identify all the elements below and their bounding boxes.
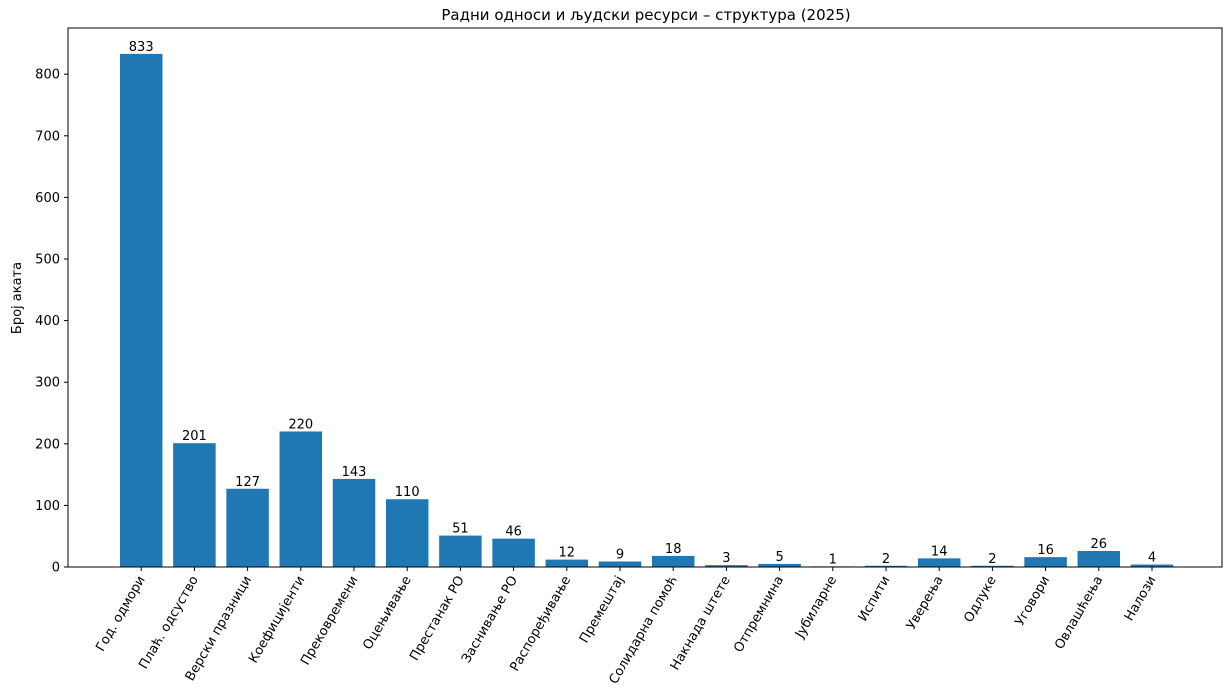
x-tick-label: Налози	[1122, 574, 1160, 624]
data-label: 9	[616, 547, 624, 562]
bar	[864, 565, 908, 567]
x-tick-label: Престанак РО	[407, 574, 468, 664]
x-tick-label: Премештај	[577, 574, 627, 646]
bar	[226, 488, 269, 567]
x-tick-label: Заснивање РО	[459, 574, 521, 666]
x-tick-label: Прековремени	[298, 574, 361, 669]
y-tick-label: 200	[35, 437, 60, 452]
data-label: 127	[235, 475, 260, 490]
bar	[173, 443, 216, 567]
x-tick-label: Коефицијенти	[246, 574, 308, 667]
bar	[705, 565, 748, 567]
y-tick-label: 700	[35, 129, 60, 144]
data-label: 46	[505, 525, 522, 540]
y-tick-label: 600	[35, 191, 60, 206]
y-tick-label: 400	[35, 314, 60, 329]
data-label: 833	[129, 40, 154, 55]
data-label: 18	[665, 542, 682, 557]
bar	[651, 555, 695, 567]
data-label: 51	[452, 522, 469, 537]
axes-frame	[67, 27, 1223, 568]
data-label: 26	[1091, 537, 1108, 552]
x-tick-label: Оцењивање	[360, 574, 414, 653]
y-tick-label: 800	[35, 68, 60, 83]
data-label: 12	[559, 546, 576, 561]
y-tick-label: 500	[35, 253, 60, 268]
bar	[758, 563, 801, 567]
x-tick-label: Уговори	[1013, 574, 1054, 629]
bar	[332, 478, 376, 567]
data-label: 5	[775, 550, 783, 565]
data-label: 14	[931, 544, 948, 559]
x-tick-label: Одлуке	[961, 574, 1000, 626]
bar	[971, 565, 1014, 567]
x-tick-label: Год. одмори	[93, 574, 148, 655]
bar	[1130, 564, 1174, 567]
data-label: 201	[182, 429, 207, 444]
bar	[279, 431, 323, 567]
bar	[439, 535, 482, 567]
data-label: 1	[829, 552, 837, 567]
bar	[598, 561, 642, 567]
bar	[1024, 557, 1067, 567]
x-tick-label: Накнада штете	[668, 574, 734, 673]
data-label: 3	[722, 551, 730, 566]
x-tick-label: Уверења	[904, 574, 947, 633]
y-axis-label: Број аката	[10, 262, 25, 334]
bar	[119, 53, 163, 567]
data-label: 2	[988, 552, 996, 567]
x-tick-label: Овлашћења	[1052, 574, 1106, 653]
bar	[545, 559, 589, 567]
data-label: 16	[1037, 543, 1054, 558]
bar	[917, 558, 961, 567]
y-tick-label: 100	[35, 499, 60, 514]
data-label: 2	[882, 552, 890, 567]
x-tick-label: Јубиларне	[792, 574, 840, 642]
bar	[1077, 550, 1121, 567]
x-tick-label: Распоређивање	[508, 574, 575, 675]
chart-title: Радни односи и људски ресурси – структур…	[441, 6, 850, 24]
bar	[492, 538, 535, 567]
y-tick-label: 0	[52, 561, 60, 576]
bar	[385, 499, 429, 567]
x-tick-label: Плаћ. одсуство	[136, 573, 201, 671]
data-label: 110	[395, 485, 420, 500]
y-tick-label: 300	[35, 376, 60, 391]
data-label: 143	[342, 465, 367, 480]
data-label: 220	[288, 417, 313, 432]
data-label: 4	[1148, 551, 1156, 566]
x-tick-label: Отпремнина	[731, 574, 787, 656]
x-tick-label: Испити	[856, 574, 894, 625]
